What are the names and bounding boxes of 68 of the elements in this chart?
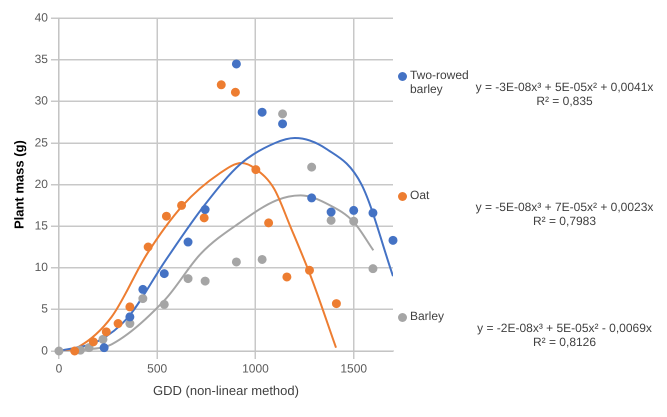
text: R² = 0,835 [535, 94, 594, 108]
y-tick-label: 30 [34, 94, 48, 108]
x-tick-label: 1000 [242, 362, 270, 376]
point [304, 266, 314, 275]
text: R² = 0,8126 [532, 334, 598, 349]
legend-label: Barley [410, 308, 444, 323]
point [388, 236, 398, 245]
point [114, 319, 123, 328]
point [200, 276, 210, 286]
point [144, 242, 153, 252]
x-tick-label: 500 [147, 362, 168, 376]
point [251, 165, 260, 174]
x-tick-label: 1500 [340, 362, 368, 376]
point [54, 346, 64, 356]
point [160, 300, 169, 309]
text: y = -3E-08x³ + 5E-05x² + 0,0041x [474, 80, 654, 94]
point [84, 343, 94, 352]
point [160, 269, 169, 278]
point [326, 208, 336, 217]
y-tick-label: 35 [34, 52, 48, 66]
point [307, 193, 316, 202]
y-tick-label: 40 [34, 10, 48, 25]
point [98, 334, 108, 344]
point [184, 238, 193, 247]
point [70, 346, 80, 356]
point [138, 294, 148, 304]
point [125, 312, 134, 322]
point [282, 272, 292, 282]
point [368, 208, 378, 218]
x-axis-title: GDD (non-linear method) [152, 382, 299, 398]
point [326, 216, 336, 225]
y-axis-title: Plant mass (g) [11, 140, 26, 230]
point [162, 212, 171, 221]
text: y = -2E-08x³ + 5E-05x² - 0,0069x [476, 320, 653, 335]
point [184, 274, 193, 284]
point [258, 108, 267, 117]
point [264, 218, 274, 228]
x-tick-label: 0 [56, 362, 63, 376]
y-tick-label: 20 [34, 176, 48, 191]
point [368, 264, 378, 274]
point [349, 216, 358, 226]
point [349, 206, 358, 215]
y-tick-label: 25 [34, 135, 48, 150]
point [216, 80, 226, 90]
y-tick-label: 10 [34, 260, 48, 274]
point [88, 337, 98, 346]
point [102, 327, 111, 336]
point [177, 200, 186, 210]
y-tick-label: 15 [34, 218, 48, 233]
point [278, 119, 288, 128]
y-tick-label: 0 [41, 343, 48, 358]
point [278, 109, 288, 118]
point [100, 343, 109, 352]
point [138, 284, 148, 294]
legend-label: Two-rowed barley [410, 68, 470, 96]
point [332, 299, 341, 308]
y-tick-label: 5 [41, 302, 48, 316]
point [232, 59, 241, 68]
point [232, 257, 241, 266]
text: y = -5E-08x³ + 7E-05x² + 0,0023x [474, 200, 654, 214]
point [125, 302, 134, 312]
legend-label: Oat [410, 188, 430, 202]
point [258, 254, 267, 264]
point [307, 162, 316, 172]
point [200, 205, 210, 214]
text: R² = 0,7983 [532, 214, 598, 228]
point [230, 88, 240, 97]
point [200, 213, 209, 222]
